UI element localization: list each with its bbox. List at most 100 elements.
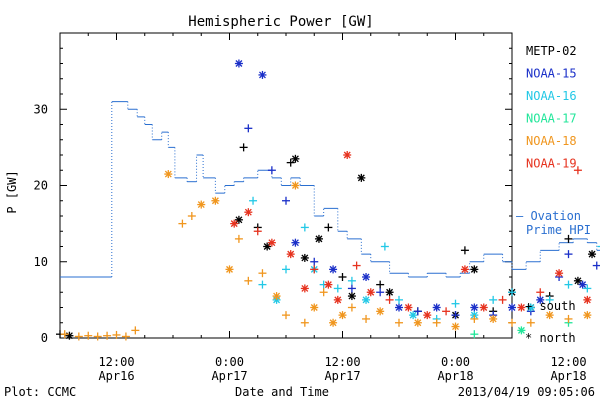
north-marker	[343, 151, 352, 159]
x-tick-label-time: 0:00	[215, 355, 244, 369]
south-marker	[267, 166, 276, 175]
north-marker	[583, 295, 592, 304]
footer-plot-source: Plot: CCMC	[4, 385, 76, 399]
south-marker	[121, 332, 130, 341]
x-axis: 12:00Apr160:00Apr1712:00Apr170:00Apr1812…	[59, 33, 587, 383]
south-marker	[282, 265, 290, 274]
y-axis: 0 10 20 30	[34, 32, 512, 345]
south-marker	[253, 227, 262, 236]
north-marker	[508, 303, 516, 312]
south-marker	[324, 223, 333, 232]
legend-entry: METP-02	[526, 44, 577, 58]
south-marker	[376, 280, 385, 289]
north-marker	[376, 307, 385, 316]
north-marker	[489, 314, 498, 323]
south-marker	[249, 196, 258, 205]
north-marker	[164, 170, 173, 179]
south-marker	[508, 288, 516, 297]
south-marker	[131, 326, 140, 335]
north-marker	[583, 311, 592, 320]
north-marker	[526, 303, 535, 312]
south-marker	[395, 318, 403, 327]
south-marker	[470, 330, 479, 339]
north-marker	[329, 318, 338, 327]
south-marker	[234, 234, 243, 243]
south-marker	[597, 245, 600, 248]
north-marker	[578, 280, 587, 289]
x-tick-label-time: 12:00	[324, 355, 360, 369]
north-marker	[300, 284, 309, 293]
south-marker	[333, 284, 342, 293]
south-marker	[362, 314, 371, 323]
south-marker	[187, 212, 196, 220]
south-marker	[178, 219, 187, 228]
south-marker	[451, 299, 460, 308]
north-marker	[230, 219, 239, 228]
north-marker	[291, 154, 300, 163]
north-marker	[588, 250, 597, 259]
north-marker	[225, 265, 234, 274]
south-marker	[470, 314, 479, 323]
north-marker	[291, 238, 300, 247]
north-marker	[555, 269, 564, 278]
south-marker	[74, 332, 83, 341]
north-marker	[197, 200, 206, 209]
north-marker	[413, 318, 422, 327]
north-marker	[357, 173, 366, 182]
south-marker	[526, 318, 535, 327]
south-marker	[385, 295, 394, 304]
north-marker	[329, 265, 338, 274]
north-marker	[432, 303, 441, 312]
north-marker	[385, 288, 394, 297]
south-marker	[442, 307, 451, 316]
south-marker	[258, 269, 267, 278]
south-marker	[282, 196, 290, 205]
south-marker	[319, 288, 328, 297]
south-marker	[258, 280, 267, 289]
ovation-legend-line1: — Ovation	[516, 209, 581, 223]
north-marker	[470, 303, 479, 312]
satellite-markers	[56, 59, 600, 341]
south-marker	[395, 295, 403, 304]
north-marker	[310, 303, 319, 312]
south-marker	[338, 273, 347, 281]
south-marker	[300, 223, 309, 232]
south-marker	[103, 331, 112, 340]
satellite-legend: METP-02 NOAA-15 NOAA-16 NOAA-17 NOAA-18 NOAA-…	[526, 44, 577, 171]
x-tick-label-date: Apr17	[324, 369, 360, 383]
north-marker-legend: * north	[525, 331, 576, 345]
south-marker	[413, 307, 422, 316]
south-marker	[498, 295, 507, 304]
legend-entry: NOAA-16	[526, 89, 577, 103]
south-marker	[347, 284, 356, 293]
y-tick-label: 10	[34, 255, 48, 269]
south-marker	[93, 332, 102, 341]
north-marker	[211, 196, 220, 205]
north-marker	[338, 311, 347, 320]
north-marker	[65, 331, 74, 340]
south-marker-legend: + south	[525, 299, 576, 313]
south-marker	[545, 295, 554, 304]
north-marker	[347, 292, 356, 301]
north-marker	[291, 181, 300, 190]
x-tick-label-time: 12:00	[98, 355, 134, 369]
south-marker	[352, 261, 361, 270]
south-marker	[310, 257, 319, 266]
south-marker	[564, 250, 573, 259]
north-marker	[545, 311, 554, 320]
north-marker	[470, 265, 479, 274]
legend-entry: NOAA-19	[526, 157, 577, 171]
south-marker	[536, 288, 545, 297]
south-marker	[244, 124, 253, 133]
north-marker	[366, 288, 375, 297]
south-marker	[432, 318, 441, 327]
north-marker	[362, 273, 371, 281]
north-marker	[423, 311, 432, 320]
y-tick-label: 20	[34, 179, 48, 193]
x-tick-label-time: 12:00	[550, 355, 586, 369]
north-marker	[409, 311, 418, 320]
south-marker	[376, 288, 385, 297]
north-marker	[536, 295, 545, 304]
north-marker	[404, 303, 413, 312]
